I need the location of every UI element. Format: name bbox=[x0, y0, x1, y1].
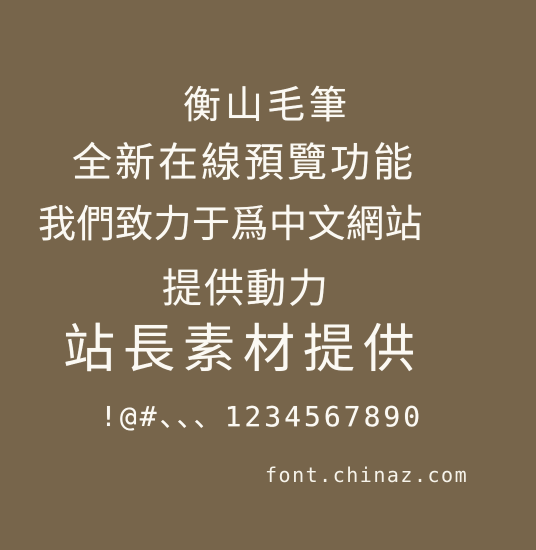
site-watermark: font.chinaz.com bbox=[265, 463, 469, 487]
preview-line-power: 提供動力 bbox=[162, 266, 330, 312]
preview-line-provider: 站長素材提供 bbox=[63, 320, 424, 380]
preview-line-feature: 全新在線預覽功能 bbox=[72, 140, 416, 186]
preview-line-symbols-digits: !@#、、、1234567890 bbox=[100, 400, 424, 433]
preview-line-mission: 我們致力于爲中文網站 bbox=[38, 202, 424, 246]
preview-line-font-name: 衡山毛筆 bbox=[183, 83, 352, 127]
